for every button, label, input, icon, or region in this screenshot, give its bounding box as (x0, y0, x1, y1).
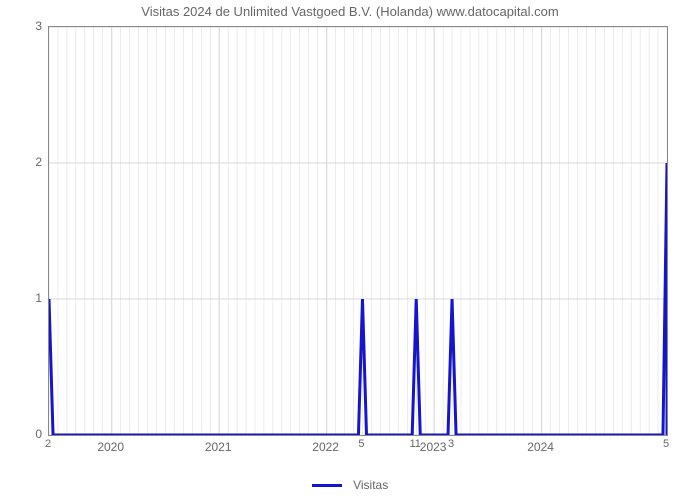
chart-title: Visitas 2024 de Unlimited Vastgoed B.V. … (0, 4, 700, 19)
y-tick-label: 3 (6, 19, 42, 33)
y-tick-label: 0 (6, 427, 42, 441)
x-extra-label: 5 (663, 438, 669, 450)
x-tick-label: 2023 (420, 440, 447, 454)
x-extra-label: 5 (358, 438, 364, 450)
x-tick-label: 2020 (97, 440, 124, 454)
x-tick-label: 2021 (205, 440, 232, 454)
chart-container: Visitas 2024 de Unlimited Vastgoed B.V. … (0, 0, 700, 500)
x-tick-label: 2022 (312, 440, 339, 454)
y-tick-label: 1 (6, 291, 42, 305)
legend: Visitas (0, 478, 700, 492)
plot-area (48, 26, 668, 436)
line-series (49, 27, 667, 435)
x-extra-label: 3 (448, 438, 454, 450)
y-tick-label: 2 (6, 155, 42, 169)
legend-swatch (312, 484, 342, 487)
x-extra-label: 2 (45, 438, 51, 450)
x-extra-label: 11 (409, 438, 420, 450)
x-tick-label: 2024 (527, 440, 554, 454)
legend-label: Visitas (353, 478, 388, 492)
